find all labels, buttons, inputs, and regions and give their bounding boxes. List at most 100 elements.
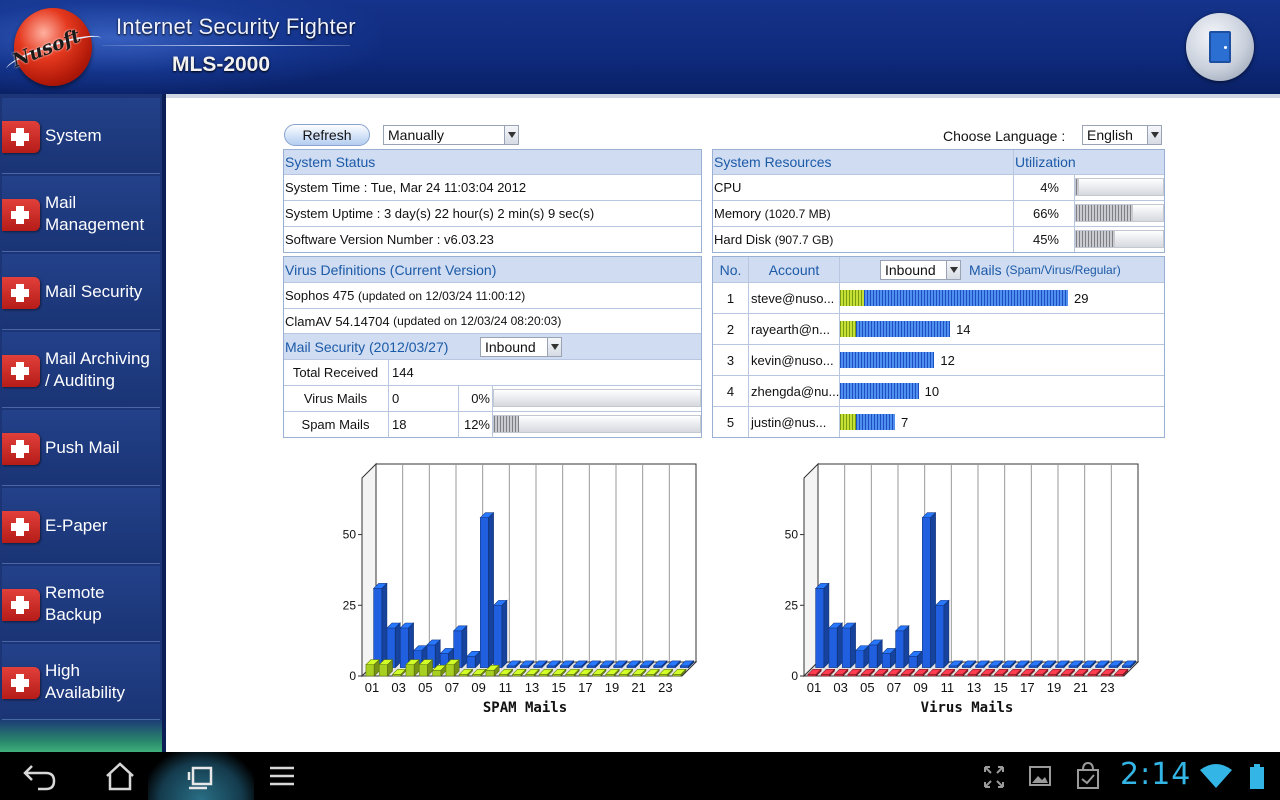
virus-bar-side	[895, 668, 902, 677]
accounts-direction-select[interactable]: Inbound	[880, 260, 961, 280]
spam-mails-percent: 12%	[463, 417, 490, 432]
sidebar-item-remote-backup[interactable]: Remote Backup	[2, 566, 160, 642]
virus-bar-side	[1015, 668, 1022, 677]
chevron-down-icon	[1147, 126, 1161, 144]
spam-bar-side	[547, 668, 553, 677]
account-mail-count: 7	[901, 414, 909, 430]
spam-bar-side	[667, 668, 673, 677]
sidebar-item-label: Remote Backup	[45, 583, 105, 624]
virus-bar-side	[869, 668, 875, 677]
spam-mails-bar	[493, 415, 701, 433]
spam-x-tick-label: 17	[578, 680, 592, 695]
spam-bar	[378, 664, 388, 677]
virus-bar	[882, 653, 891, 668]
virus-bar-side	[909, 668, 915, 677]
account-name[interactable]: zhengda@nu...	[751, 383, 840, 399]
virus-bar-side	[1069, 668, 1075, 677]
sidebar-item-mail-archiving[interactable]: Mail Archiving / Auditing	[2, 332, 160, 408]
account-mail-bar	[840, 383, 919, 399]
sidebar: System Mail Management Mail Security Mai…	[0, 94, 166, 752]
total-received-value: 144	[392, 365, 414, 380]
sidebar-item-e-paper[interactable]: E-Paper	[2, 488, 160, 564]
resource-bar-fill	[1076, 205, 1134, 221]
spam-bar-side	[453, 658, 460, 677]
account-rank: 2	[726, 321, 735, 337]
gallery-notification-icon[interactable]	[1010, 752, 1070, 800]
sidebar-item-label: E-Paper	[45, 516, 108, 535]
refresh-mode-select[interactable]: Manually	[383, 125, 519, 145]
spam-bar-side	[627, 668, 633, 677]
virus-mails-label: Virus Mails	[303, 391, 368, 406]
account-name[interactable]: steve@nuso...	[751, 290, 835, 306]
recent-apps-icon[interactable]	[171, 752, 231, 800]
sidebar-item-mail-management[interactable]: Mail Management	[2, 176, 160, 252]
virus-bar-side	[943, 599, 950, 669]
sidebar-item-push-mail[interactable]: Push Mail	[2, 410, 160, 486]
resource-bar	[1075, 178, 1164, 196]
sidebar-item-high-availability[interactable]: High Availability	[2, 644, 160, 720]
sidebar-bottom-glow	[0, 718, 162, 752]
refresh-button[interactable]: Refresh	[284, 124, 370, 146]
spam-bar-side	[501, 599, 508, 669]
virus-definitions-panel: Virus Definitions (Current Version) Soph…	[283, 256, 702, 438]
account-name[interactable]: kevin@nuso...	[751, 352, 834, 368]
virus-bar	[895, 630, 905, 668]
sophos-version: Sophos 475	[285, 288, 355, 303]
back-icon[interactable]	[10, 752, 70, 800]
sidebar-item-label: System	[45, 126, 102, 145]
spam-x-tick-label: 01	[365, 680, 379, 695]
virus-x-tick-label: 13	[967, 680, 981, 695]
language-value: English	[1087, 127, 1133, 143]
app-header: Nusoft Internet Security Fighter MLS-200…	[0, 0, 1280, 94]
sidebar-item-system[interactable]: System	[2, 98, 160, 174]
system-resources-title: System Resources	[714, 154, 832, 170]
market-notification-icon[interactable]	[1058, 752, 1118, 800]
spam-bar-side	[533, 668, 540, 677]
virus-x-tick-label: 07	[887, 680, 901, 695]
virus-mails-percent: 0%	[471, 391, 490, 406]
spam-mails-label: Spam Mails	[301, 417, 370, 432]
account-spam-segment	[840, 414, 856, 430]
spam-bar-side	[514, 660, 521, 669]
account-name[interactable]: justin@nus...	[751, 414, 827, 430]
spam-bar-side	[554, 660, 561, 669]
sidebar-item-label: Mail Management	[45, 193, 145, 234]
fullscreen-icon[interactable]	[964, 752, 1024, 800]
resource-name: Hard Disk	[714, 232, 772, 247]
virus-bar-side	[989, 668, 995, 677]
account-mail-count: 10	[924, 383, 940, 399]
language-select[interactable]: English	[1082, 125, 1162, 145]
virus-mails-chart: 0 25 50 01 03 05 07 09 11 13 15 17 19 21 23 Virus Mails	[785, 462, 1140, 716]
spam-x-tick-label: 09	[471, 680, 485, 695]
exit-button[interactable]	[1186, 13, 1254, 81]
resource-bar-fill	[1076, 179, 1080, 195]
system-time: System Time : Tue, Mar 24 11:03:04 2012	[285, 180, 527, 195]
virus-x-tick-label: 23	[1100, 680, 1114, 695]
account-rank: 3	[726, 352, 735, 368]
virus-bar	[868, 644, 878, 668]
virus-bar	[855, 650, 865, 668]
spam-bar-side	[488, 511, 494, 669]
mail-security-direction-select[interactable]: Inbound	[480, 337, 562, 357]
account-name[interactable]: rayearth@n...	[751, 321, 830, 337]
account-spam-segment	[840, 290, 864, 306]
virus-bar-side	[1095, 668, 1102, 677]
total-received-row: Total Received 144	[284, 360, 701, 386]
system-status-panel: System Status System Time : Tue, Mar 24 …	[283, 149, 702, 253]
sidebar-item-mail-security[interactable]: Mail Security	[2, 254, 160, 330]
account-rank: 5	[726, 414, 735, 430]
spam-bar-side	[467, 668, 473, 677]
home-icon[interactable]	[90, 752, 150, 800]
virus-x-tick-label: 21	[1073, 680, 1087, 695]
menu-icon[interactable]	[252, 752, 312, 800]
chevron-down-icon	[946, 261, 960, 279]
mail-security-direction-value: Inbound	[485, 339, 536, 355]
account-regular-segment	[840, 383, 919, 399]
spam-bar	[466, 655, 476, 668]
spam-bar-side	[594, 660, 601, 669]
model-title: MLS-2000	[172, 53, 271, 76]
clamav-updated: (updated on 12/03/24 08:20:03)	[393, 314, 562, 328]
resource-bar	[1075, 204, 1164, 222]
spam-mails-chart: 0 25 50 01 03 05 07 09 11 13 15 17 19 21 23 SPAM Mails	[343, 462, 698, 716]
accounts-direction-value: Inbound	[885, 262, 936, 278]
